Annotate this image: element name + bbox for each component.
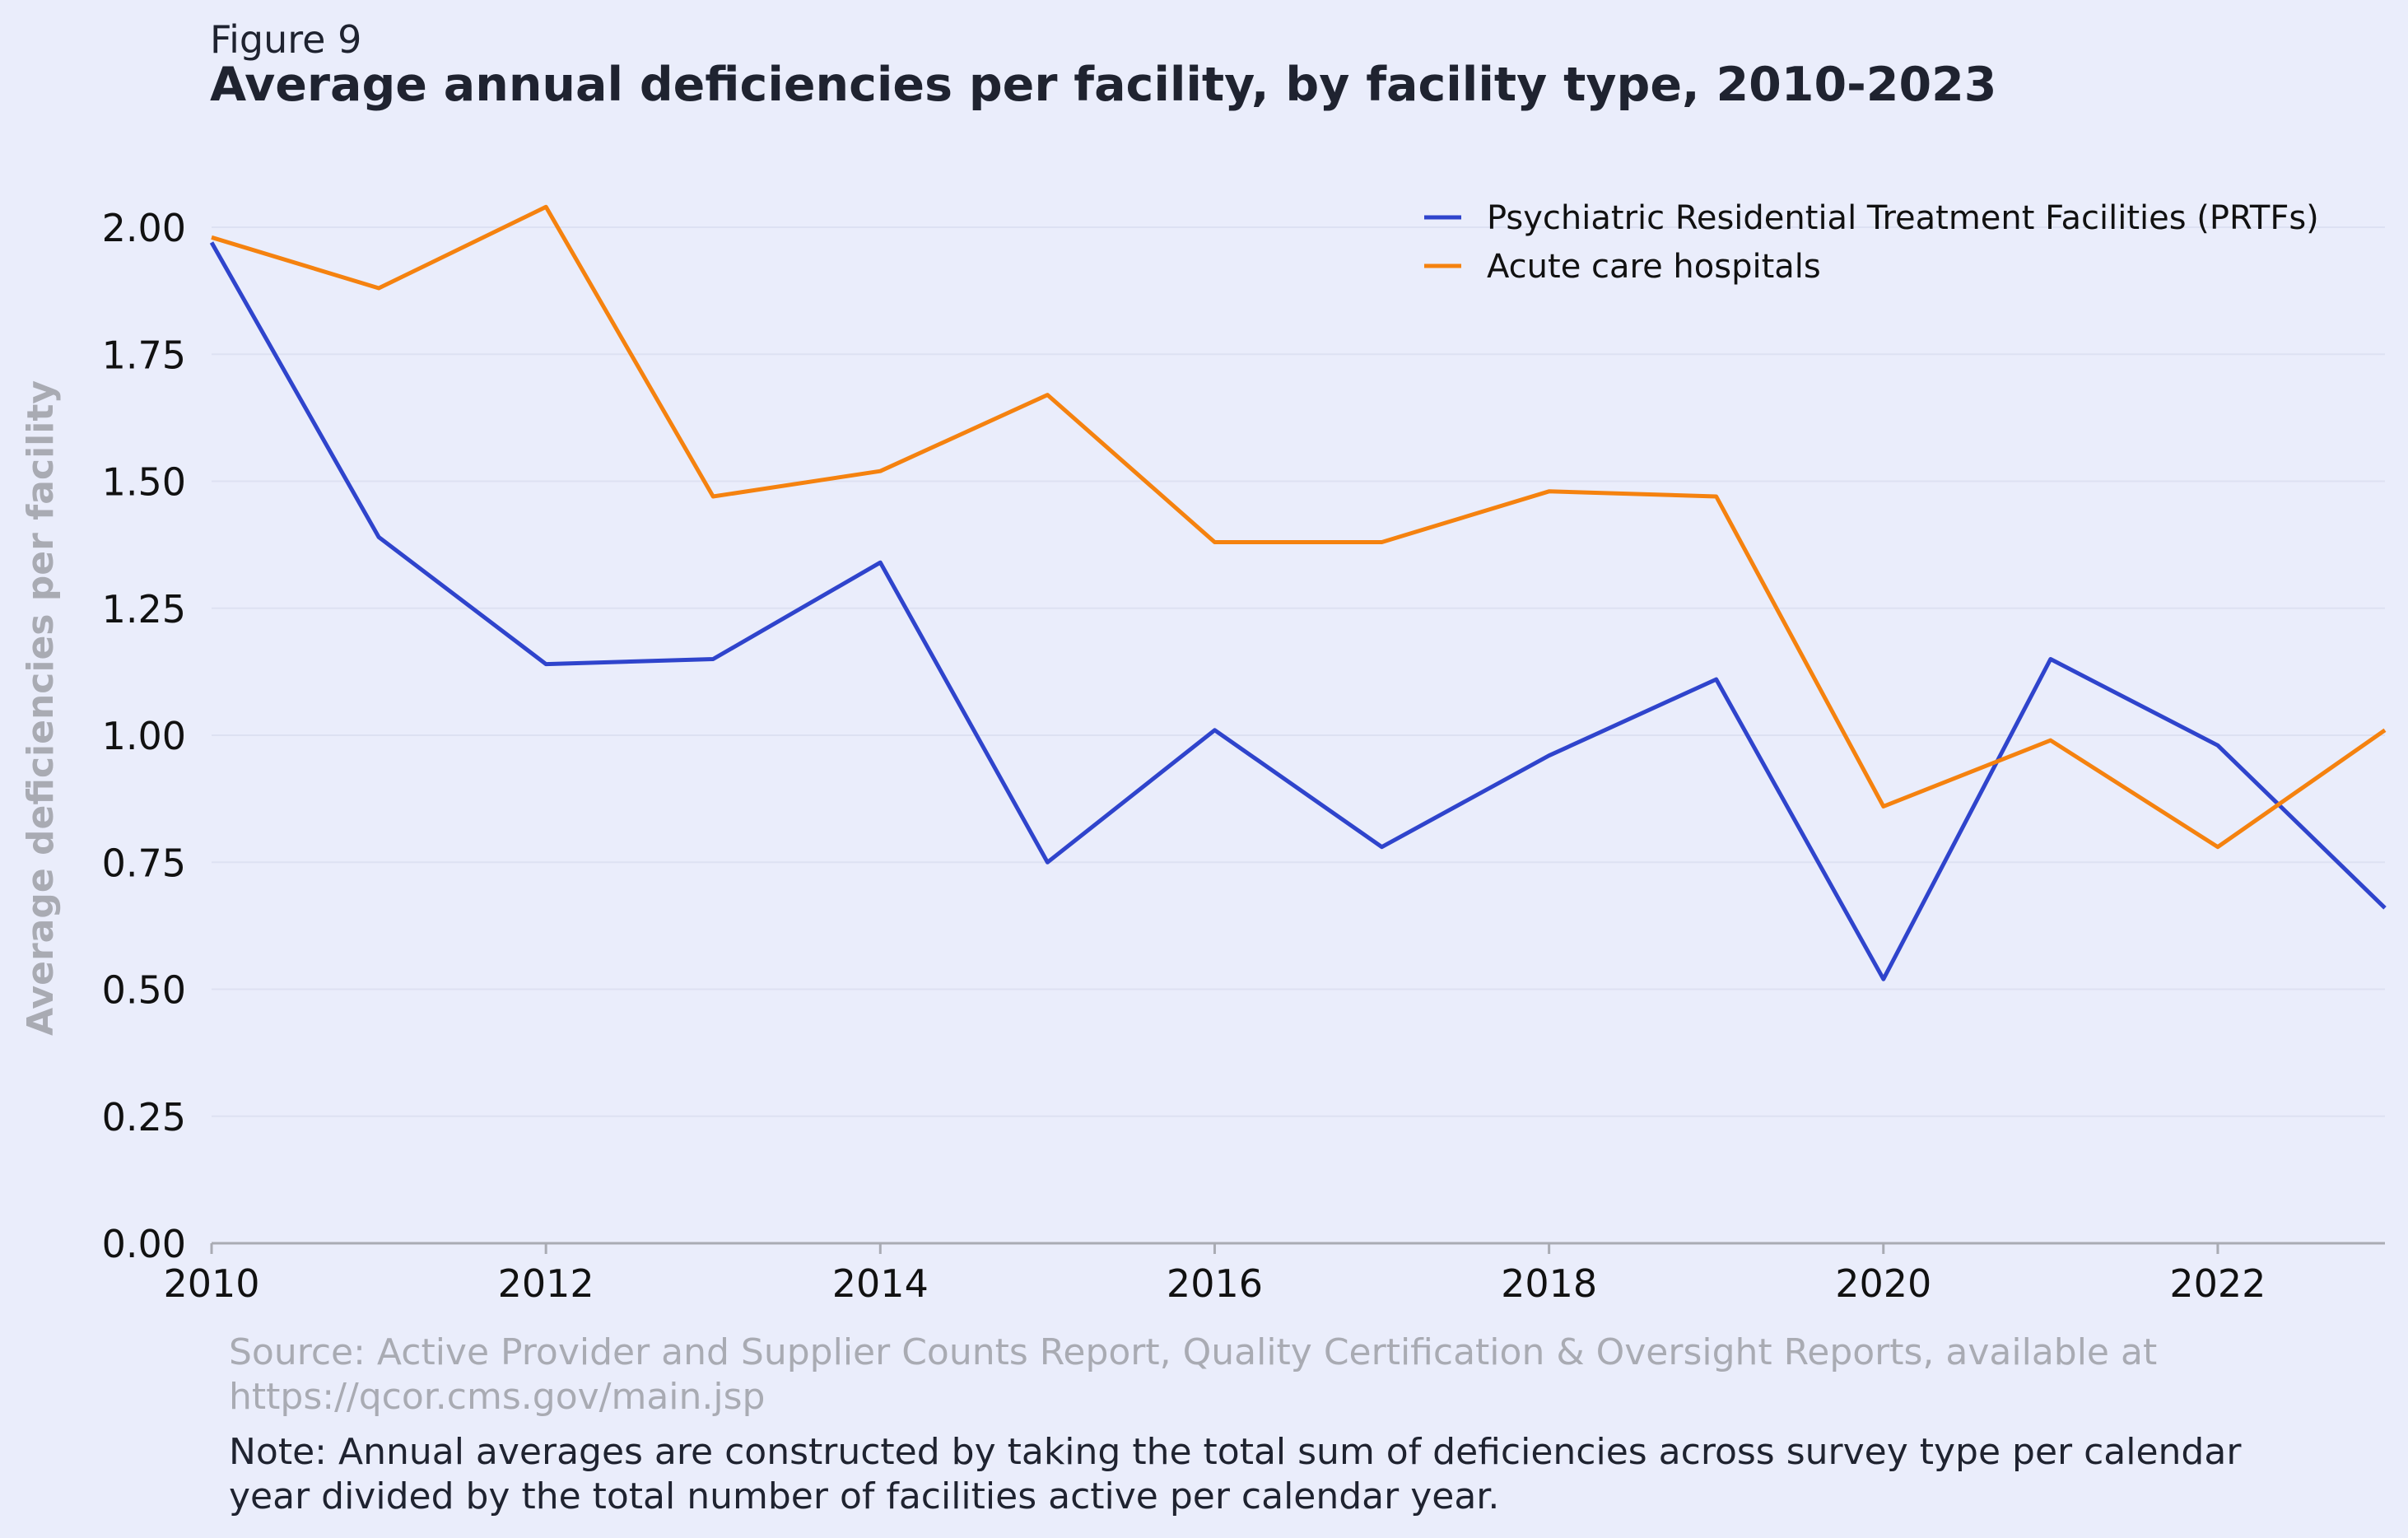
- series-layer: [209, 204, 2387, 981]
- legend-label-0: Psychiatric Residential Treatment Facili…: [1487, 199, 2319, 237]
- series-line-0: [209, 241, 2387, 981]
- x-tick-label-1: 2012: [498, 1261, 594, 1306]
- x-axis: 2010 2012 2014 2016 2018 2020 2022: [163, 1242, 2385, 1306]
- x-tick-label-4: 2018: [1501, 1261, 1597, 1306]
- y-axis-label: Average deficiencies per facility: [20, 380, 62, 1036]
- x-tick-label-6: 2022: [2169, 1261, 2266, 1306]
- figure-label: Figure 9: [210, 17, 361, 62]
- source-line-2: https://qcor.cms.gov/main.jsp: [229, 1376, 765, 1418]
- legend-label-1: Acute care hospitals: [1487, 248, 1821, 286]
- y-tick-label-8: 2.00: [102, 206, 186, 250]
- source-line-1: Source: Active Provider and Supplier Cou…: [229, 1331, 2157, 1373]
- y-tick-label-4: 1.00: [102, 714, 186, 758]
- y-tick-label-6: 1.50: [102, 460, 186, 505]
- series-line-1: [211, 204, 2387, 850]
- x-tick-label-2: 2014: [832, 1261, 929, 1306]
- grid-lines: [212, 226, 2385, 1117]
- x-tick-label-0: 2010: [163, 1261, 259, 1306]
- chart-title: Average annual deficiencies per facility…: [210, 58, 1996, 112]
- x-tick-label-5: 2020: [1835, 1261, 1931, 1306]
- note-line-2: year divided by the total number of faci…: [229, 1475, 1499, 1517]
- y-tick-label-5: 1.25: [102, 587, 186, 632]
- x-tick-label-3: 2016: [1167, 1261, 1263, 1306]
- y-tick-label-0: 0.00: [102, 1222, 186, 1266]
- y-tick-label-2: 0.50: [102, 968, 186, 1013]
- legend: Psychiatric Residential Treatment Facili…: [1424, 199, 2319, 286]
- y-tick-label-7: 1.75: [102, 333, 186, 377]
- y-tick-label-3: 0.75: [102, 841, 186, 885]
- y-axis: 0.00 0.25 0.50 0.75 1.00 1.25 1.50 1.75 2.00: [102, 206, 186, 1266]
- y-tick-label-1: 0.25: [102, 1095, 186, 1140]
- note-line-1: Note: Annual averages are constructed by…: [229, 1431, 2242, 1473]
